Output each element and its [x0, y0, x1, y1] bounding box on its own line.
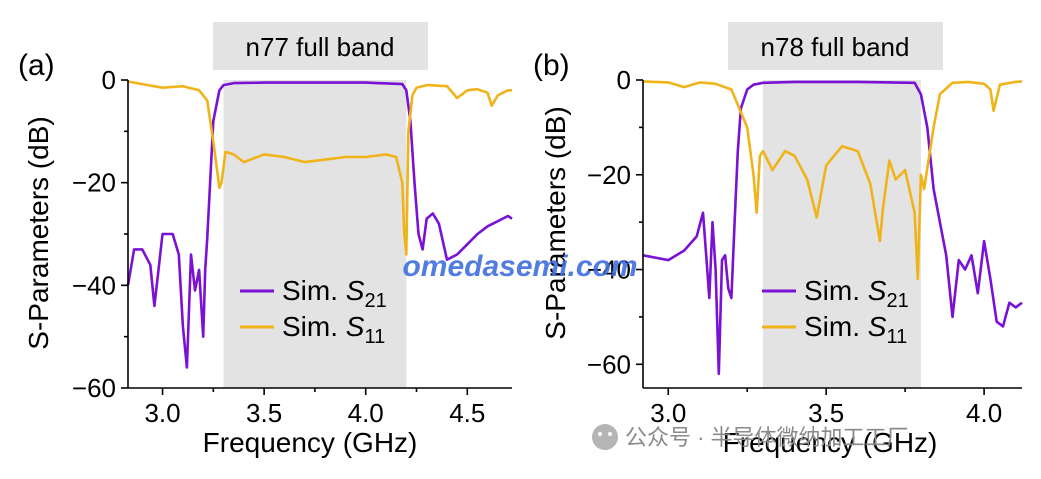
panel-a-y-tick-label: 0	[102, 65, 116, 95]
panel-b-x-axis-title: Frequency (GHz)	[723, 427, 938, 458]
wechat-icon-eye	[608, 432, 612, 436]
panel-a-label: (a)	[18, 49, 55, 82]
wechat-watermark: 公众号 · 半导体微纳加工工厂	[592, 424, 909, 450]
wechat-icon-eye	[598, 432, 602, 436]
panel-b-series-s11-line	[642, 80, 1023, 281]
panel-a-y-axis-title: S-Parameters (dB)	[23, 116, 54, 349]
panel-b-title: n78 full band	[761, 32, 910, 62]
panel-a-series-s21-line	[126, 81, 513, 369]
panel-a-y-tick-label: −60	[72, 373, 116, 403]
panel-b-legend-label-s11: Sim. S11	[804, 311, 907, 348]
watermark-text: omedasemi.com	[402, 250, 637, 283]
panel-b-title-background	[728, 22, 943, 70]
panel-b-y-axis-title: S-Parameters (dB)	[540, 106, 571, 339]
panel-b-shaded-band	[763, 80, 921, 388]
panel-a-x-tick-label: 4.5	[449, 398, 485, 428]
panel-a-title-background	[213, 22, 428, 70]
panel-a-x-tick-label: 4.0	[348, 398, 384, 428]
panel-a-title: n77 full band	[246, 32, 395, 62]
panel-b-x-tick-label: 4.0	[966, 398, 1002, 428]
panel-b-y-tick-label: −20	[587, 160, 631, 190]
panel-b: n78 full band (b) S-Parameters (dB) Freq…	[533, 22, 1023, 458]
panel-a-shaded-band	[223, 80, 407, 388]
panel-b-label: (b)	[533, 49, 570, 82]
panel-b-y-tick-label: −60	[587, 349, 631, 379]
panel-a-y-tick-label: −40	[72, 270, 116, 300]
panel-b-x-tick-label: 3.5	[808, 398, 844, 428]
panel-a-x-tick-label: 3.5	[246, 398, 282, 428]
panel-a-series-s11-line	[127, 80, 512, 256]
panel-b-legend-label-s21: Sim. S21	[804, 275, 909, 312]
panel-a-legend-label-s11: Sim. S11	[282, 311, 385, 348]
panel-a-y-tick-label: −20	[72, 168, 116, 198]
panel-a-x-tick-label: 3.0	[144, 398, 180, 428]
panel-b-series-s21-line	[642, 80, 1023, 376]
panel-a-x-axis-title: Frequency (GHz)	[203, 427, 418, 458]
panel-a-legend-label-s21: Sim. S21	[282, 275, 387, 312]
panel-b-y-tick-label: −40	[587, 255, 631, 285]
panel-b-x-tick-label: 3.0	[650, 398, 686, 428]
panel-a: n77 full band (a) S-Parameters (dB) Freq…	[18, 22, 513, 458]
panel-b-y-tick-label: 0	[617, 65, 631, 95]
wechat-text: 公众号 · 半导体微纳加工工厂	[625, 425, 909, 450]
wechat-icon	[592, 424, 618, 450]
